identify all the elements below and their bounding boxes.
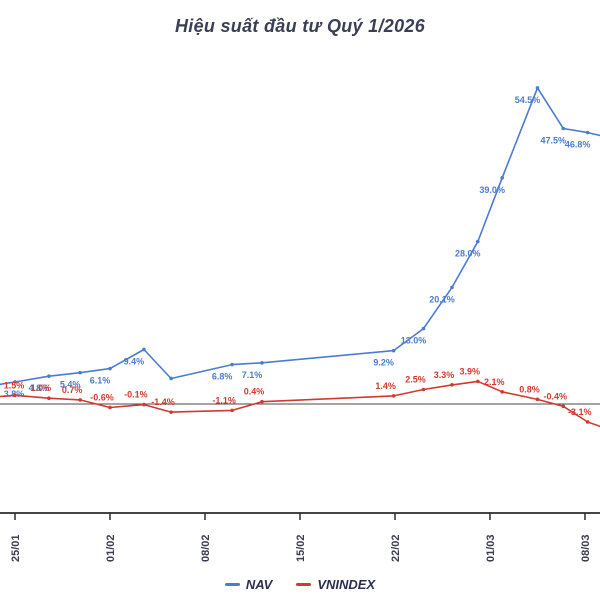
vnindex-point: [585, 420, 590, 424]
vnindex-point: [421, 387, 426, 392]
nav-point: [421, 326, 426, 331]
x-tick-label: 15/02: [295, 534, 307, 562]
vnindex-point: [475, 379, 480, 384]
chart-legend: NAV VNINDEX: [0, 577, 600, 592]
vnindex-point: [391, 394, 396, 398]
vnindex-point: [450, 383, 454, 387]
nav-value-label: 20.1%: [429, 294, 455, 304]
vnindex-point: [13, 393, 17, 398]
vnindex-value-label: 3.9%: [460, 366, 481, 376]
vnindex-value-label: -3.1%: [568, 407, 592, 417]
nav-value-label: 6.8%: [212, 372, 233, 382]
nav-value-label: 9.4%: [124, 356, 145, 366]
vnindex-value-label: 0.8%: [519, 384, 540, 394]
x-tick-label: 22/02: [390, 534, 402, 562]
legend-label: VNINDEX: [317, 577, 376, 592]
nav-point: [142, 347, 146, 352]
vnindex-value-label: 0.4%: [244, 387, 265, 397]
nav-series: 3.8%4.8%5.4%6.1%9.4%6.8%7.1%9.2%13.0%20.…: [0, 86, 600, 399]
vnindex-point: [169, 410, 173, 414]
nav-value-label: 6.1%: [90, 376, 111, 386]
vnindex-point: [230, 408, 234, 413]
vnindex-value-label: 1.5%: [4, 380, 25, 390]
legend-item-nav: NAV: [224, 577, 273, 592]
vnindex-point: [47, 396, 51, 401]
vnindex-value-label: -0.4%: [544, 391, 568, 401]
nav-point: [230, 362, 234, 367]
vnindex-value-label: -0.6%: [90, 392, 114, 402]
nav-value-label: 39.0%: [479, 185, 505, 195]
vnindex-value-label: 1.4%: [375, 381, 396, 391]
vnindex-value-label: 3.3%: [434, 370, 455, 380]
legend-dash-icon: [224, 583, 240, 586]
nav-point: [260, 361, 264, 365]
nav-value-label: 46.8%: [565, 140, 591, 150]
x-axis: 25/01 01/02 08/02 15/02 22/02 01/03 08/03: [0, 512, 600, 562]
vnindex-value-label: -0.1%: [124, 390, 148, 400]
vnindex-point: [561, 404, 566, 409]
nav-point: [500, 176, 504, 180]
x-tick-label: 08/02: [200, 534, 212, 562]
nav-value-label: 4.8%: [29, 383, 50, 393]
nav-point: [561, 126, 566, 131]
nav-point: [108, 366, 112, 371]
nav-value-label: 13.0%: [401, 336, 427, 346]
legend-label: NAV: [245, 577, 273, 592]
x-tick-label: 25/01: [10, 534, 22, 562]
nav-value-label: 7.1%: [242, 370, 263, 380]
vnindex-line: [0, 380, 600, 428]
nav-point: [535, 86, 540, 90]
nav-line: [0, 87, 600, 386]
legend-dash-icon: [296, 583, 312, 586]
x-tick-label: 01/03: [485, 534, 497, 562]
chart-title: Hiệu suất đầu tư Quý 1/2026: [174, 16, 426, 36]
vnindex-value-label: 2.5%: [405, 375, 426, 385]
vnindex-value-label: 2.1%: [484, 377, 505, 387]
nav-point: [391, 348, 396, 353]
x-tick-label: 08/03: [580, 534, 592, 562]
x-tick-label: 01/02: [105, 534, 117, 562]
vnindex-value-label: -1.4%: [151, 397, 175, 407]
nav-value-label: 5.4%: [60, 380, 81, 390]
nav-value-label: 28.0%: [455, 249, 481, 259]
nav-value-label: 47.5%: [541, 136, 567, 146]
vnindex-point: [535, 397, 540, 402]
vnindex-series: 1.5% 1.0% 0.7% -0.6% -0.1%-1.4% -1.1% 0.4% 1.4%…: [0, 366, 600, 428]
vnindex-point: [142, 402, 146, 407]
vnindex-point: [78, 398, 82, 402]
vnindex-point: [108, 405, 112, 410]
nav-value-label: 54.5%: [515, 95, 541, 105]
nav-point: [13, 380, 17, 384]
nav-point: [78, 370, 82, 375]
nav-point: [450, 285, 454, 290]
legend-item-vnindex: VNINDEX: [296, 577, 375, 592]
vnindex-point: [260, 399, 264, 404]
vnindex-point: [500, 390, 504, 394]
nav-point: [585, 130, 590, 135]
nav-value-label: 9.2%: [373, 358, 394, 368]
nav-point: [47, 374, 51, 378]
nav-point: [169, 376, 173, 381]
vnindex-value-label: 0.7%: [62, 385, 83, 395]
vnindex-value-label: -1.1%: [212, 395, 236, 405]
nav-point: [475, 239, 480, 244]
vnindex-value-label: 1.0%: [31, 383, 52, 393]
